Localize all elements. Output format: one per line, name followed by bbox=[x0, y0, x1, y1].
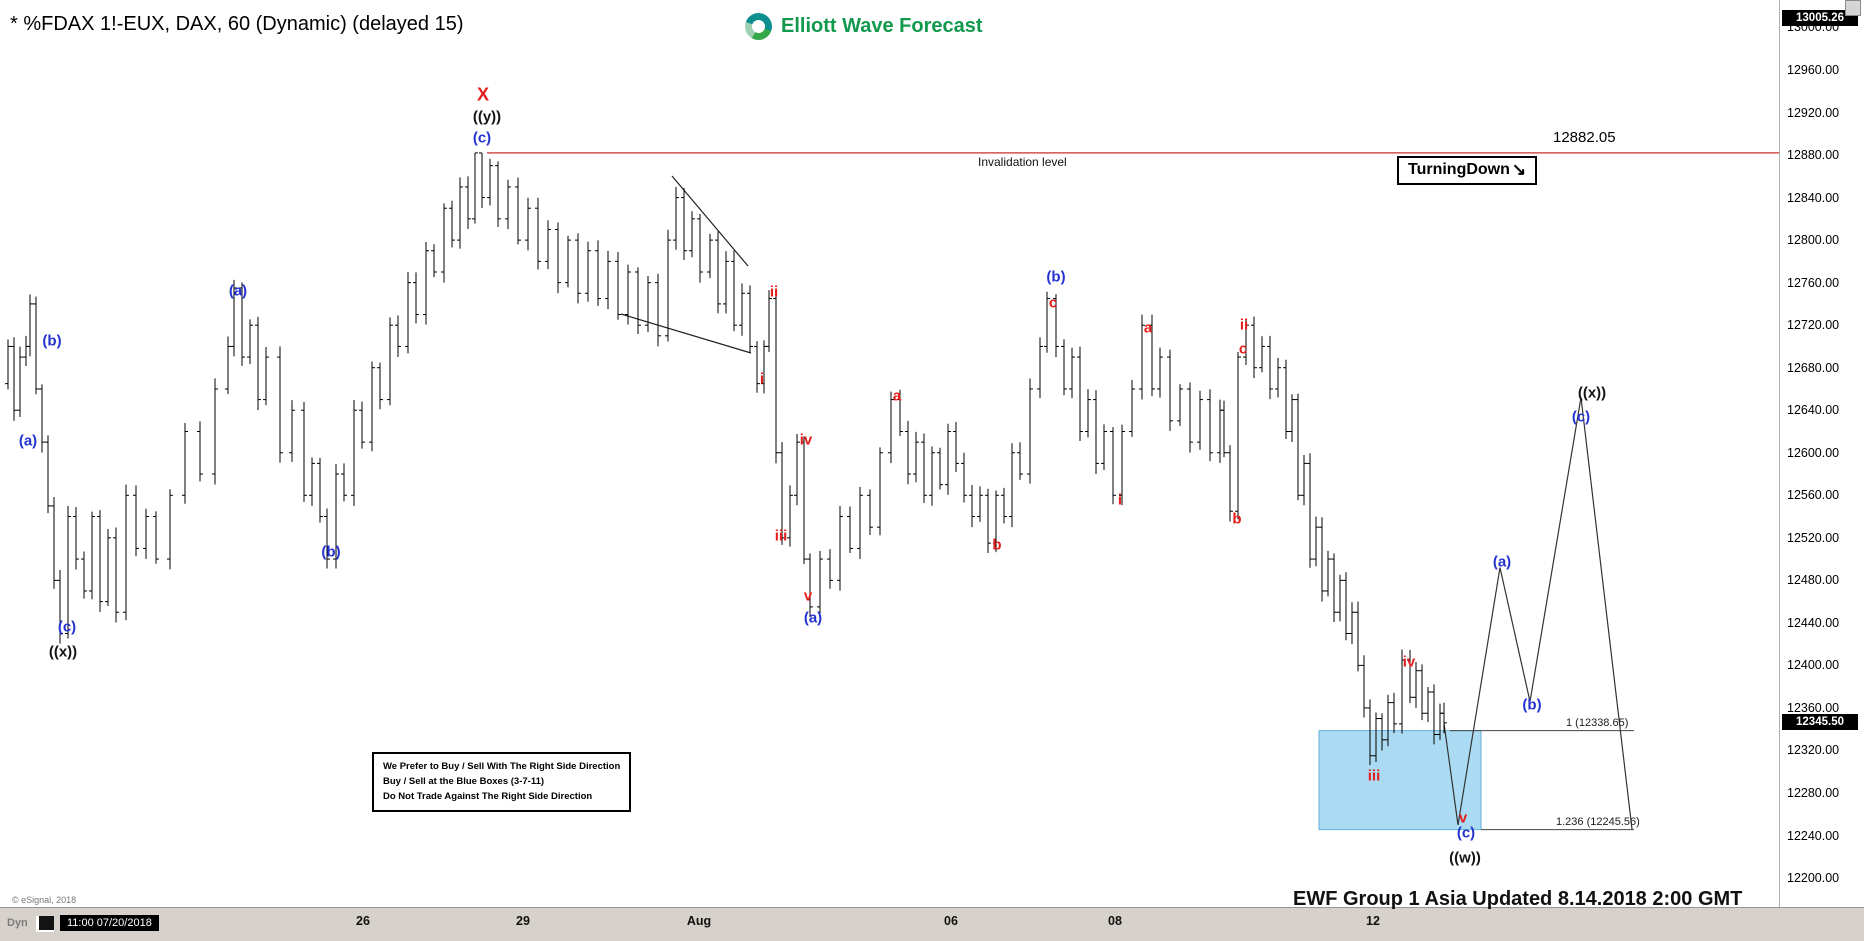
wave-label: ((x)) bbox=[1577, 384, 1607, 402]
fib-label: 1 (12338.65) bbox=[1566, 716, 1629, 729]
wave-label: (a) bbox=[803, 609, 823, 627]
wave-label: c bbox=[1048, 294, 1058, 312]
wave-label: b bbox=[1232, 510, 1242, 528]
price-axis-label: 12760.00 bbox=[1787, 275, 1840, 290]
wave-label: a bbox=[892, 387, 902, 405]
wave-label: (b) bbox=[1522, 696, 1542, 714]
price-axis-label: 12720.00 bbox=[1787, 318, 1840, 333]
price-axis-label: 12920.00 bbox=[1787, 105, 1840, 120]
wave-label: iv bbox=[799, 431, 813, 449]
wave-label: (b) bbox=[1046, 268, 1066, 286]
invalidation-level-label: Invalidation level bbox=[978, 155, 1067, 169]
wave-label: (c) bbox=[57, 618, 77, 636]
dyn-mode-button[interactable]: Dyn bbox=[7, 917, 28, 929]
price-axis-label: 12280.00 bbox=[1787, 785, 1840, 800]
wave-label: (c) bbox=[1571, 408, 1591, 426]
ewf-logo-text: Elliott Wave Forecast bbox=[781, 15, 983, 37]
trendline bbox=[671, 175, 749, 267]
chart-plot-area[interactable]: * %FDAX 1!-EUX, DAX, 60 (Dynamic) (delay… bbox=[0, 0, 1780, 910]
turn-down-arrow-icon: ↘ bbox=[1511, 160, 1527, 179]
timestamp-badge: 11:00 07/20/2018 bbox=[60, 915, 159, 931]
price-axis-label: 12880.00 bbox=[1787, 148, 1840, 163]
price-bars bbox=[5, 152, 1447, 766]
wave-label: iii bbox=[774, 527, 788, 545]
time-axis-label: Aug bbox=[686, 914, 712, 928]
fib-label: 1.236 (12245.56) bbox=[1556, 815, 1640, 828]
price-axis-label: 12520.00 bbox=[1787, 530, 1840, 545]
note-line: Do Not Trade Against The Right Side Dire… bbox=[383, 791, 593, 803]
time-axis-label: 26 bbox=[356, 914, 370, 928]
symbol-title: * %FDAX 1!-EUX, DAX, 60 (Dynamic) (delay… bbox=[10, 13, 464, 35]
ewf-logo: Elliott Wave Forecast bbox=[745, 13, 983, 40]
wave-label: ii bbox=[769, 283, 779, 301]
wave-label: ((x)) bbox=[48, 643, 78, 661]
mini-chart-icon[interactable] bbox=[36, 916, 54, 932]
wave-label: (b) bbox=[321, 543, 341, 561]
status-bar: Dyn 11:00 07/20/2018 26 29 Aug 06 08 12 bbox=[0, 907, 1864, 941]
time-axis-label: 12 bbox=[1366, 914, 1380, 928]
time-axis-label: 06 bbox=[944, 914, 958, 928]
wave-label: i bbox=[1117, 491, 1123, 509]
price-axis-label: 12960.00 bbox=[1787, 63, 1840, 77]
current-price-badge: 12345.50 bbox=[1782, 714, 1858, 731]
invalidation-price-label: 12882.05 bbox=[1553, 129, 1616, 146]
update-note: EWF Group 1 Asia Updated 8.14.2018 2:00 … bbox=[1293, 888, 1743, 910]
trade-note-box: We Prefer to Buy / Sell With The Right S… bbox=[372, 752, 632, 812]
price-axis-label: 12400.00 bbox=[1787, 658, 1840, 673]
price-axis-label: 12440.00 bbox=[1787, 615, 1840, 630]
time-axis-label: 08 bbox=[1108, 914, 1122, 928]
axis-corner-button[interactable] bbox=[1845, 0, 1861, 16]
wave-label: (c) bbox=[1456, 824, 1476, 842]
wave-label: X bbox=[476, 84, 490, 105]
turning-down-box: TurningDown ↘ bbox=[1397, 156, 1538, 185]
chart-canvas[interactable] bbox=[0, 0, 1780, 908]
wave-label: iv bbox=[1402, 653, 1416, 671]
wave-label: a bbox=[1143, 319, 1153, 337]
wave-label: ii bbox=[1239, 316, 1249, 334]
price-axis-label: 12360.00 bbox=[1787, 700, 1840, 715]
price-axis-label: 12560.00 bbox=[1787, 488, 1840, 503]
wave-label: (b) bbox=[42, 332, 62, 350]
price-axis[interactable]: 13000.00 12960.00 12920.00 12880.00 12840.00… bbox=[1779, 0, 1864, 908]
high-price-badge: 13005.26 bbox=[1782, 10, 1858, 26]
price-axis-label: 12800.00 bbox=[1787, 233, 1840, 248]
wave-label: (a) bbox=[18, 432, 38, 450]
price-axis-label: 12480.00 bbox=[1787, 573, 1840, 588]
forecast-path bbox=[1443, 397, 1633, 830]
wave-label: (a) bbox=[1492, 553, 1512, 571]
price-axis-label: 12680.00 bbox=[1787, 360, 1840, 375]
wave-label: v bbox=[1458, 809, 1468, 827]
price-axis-label: 12240.00 bbox=[1787, 828, 1840, 843]
wave-label: iii bbox=[1367, 767, 1381, 785]
wave-label: (c) bbox=[472, 129, 492, 147]
note-line: Buy / Sell at the Blue Boxes (3-7-11) bbox=[383, 776, 545, 788]
trendline bbox=[620, 313, 752, 354]
ewf-logo-icon bbox=[745, 13, 772, 40]
price-axis-label: 12840.00 bbox=[1787, 190, 1840, 205]
price-axis-label: 12600.00 bbox=[1787, 445, 1840, 460]
price-axis-label: 12200.00 bbox=[1787, 871, 1840, 886]
wave-label: c bbox=[1238, 340, 1248, 358]
price-axis-label: 12320.00 bbox=[1787, 743, 1840, 758]
wave-label: (a) bbox=[228, 282, 248, 300]
wave-label: v bbox=[803, 587, 813, 605]
turning-down-label: TurningDown bbox=[1408, 161, 1510, 178]
wave-label: i bbox=[759, 370, 765, 388]
time-axis-label: 29 bbox=[516, 914, 530, 928]
note-line: We Prefer to Buy / Sell With The Right S… bbox=[383, 761, 621, 772]
wave-label: ((y)) bbox=[472, 108, 502, 126]
wave-label: b bbox=[992, 536, 1002, 554]
blue-box-zone bbox=[1318, 730, 1482, 831]
esignal-copyright: © eSignal, 2018 bbox=[12, 895, 77, 905]
wave-label: ((w)) bbox=[1449, 849, 1481, 867]
price-axis-label: 12640.00 bbox=[1787, 403, 1840, 418]
